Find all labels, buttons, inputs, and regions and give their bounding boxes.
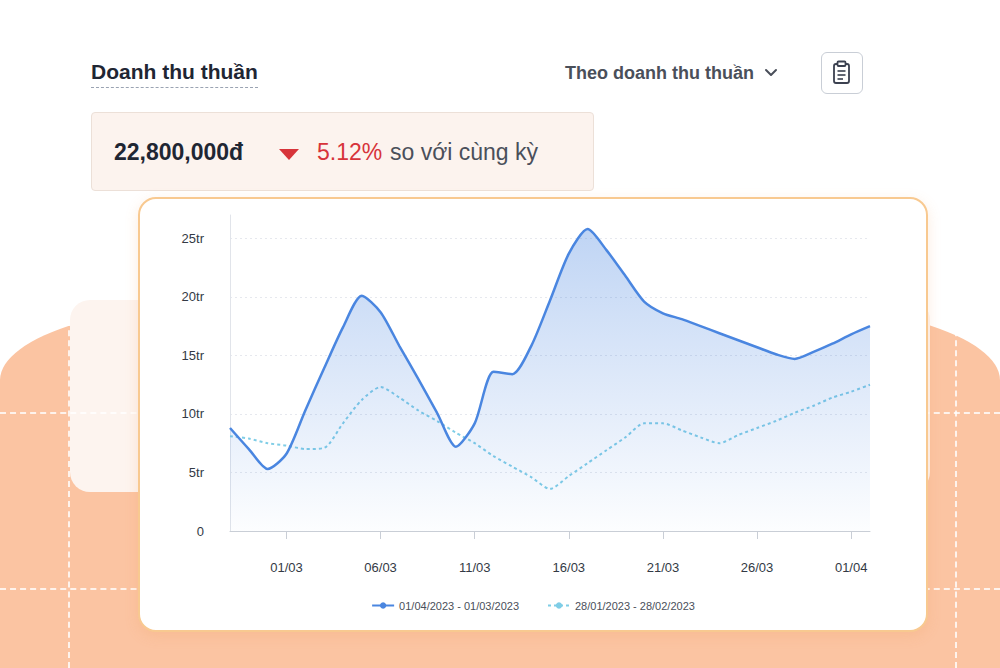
svg-text:01/03: 01/03 [270,560,303,575]
html-text:5.12% so với cùng kỳ: 5.12% so với cùng kỳ [317,139,538,165]
svg-text:5tr: 5tr [189,465,205,480]
svg-text:20tr: 20tr [182,289,205,304]
svg-text:15tr: 15tr [182,348,205,363]
svg-text:21/03: 21/03 [647,560,680,575]
svg-text:28/01/2023 - 28/02/2023: 28/01/2023 - 28/02/2023 [575,600,695,612]
svg-text:11/03: 11/03 [459,560,491,575]
svg-text:16/03: 16/03 [553,560,586,575]
svg-text:0: 0 [197,524,204,539]
html-text:Theo doanh thu thuần: Theo doanh thu thuần [565,63,754,83]
svg-text:01/04: 01/04 [835,560,868,575]
svg-text:26/03: 26/03 [741,560,774,575]
svg-text:01/04/2023 - 01/03/2023: 01/04/2023 - 01/03/2023 [399,600,519,612]
svg-text:06/03: 06/03 [364,560,397,575]
svg-text:10tr: 10tr [182,406,205,421]
html-text:Doanh thu thuần: Doanh thu thuần [91,60,258,83]
html-text:22,800,000đ: 22,800,000đ [114,139,244,165]
svg-text:25tr: 25tr [182,231,205,246]
